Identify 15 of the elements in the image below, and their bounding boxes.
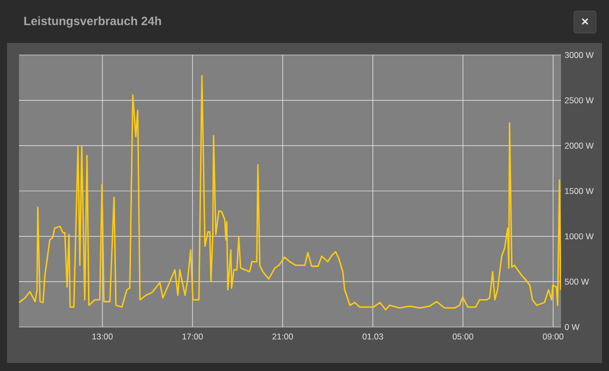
y-tick-label: 2000 W [564, 142, 594, 149]
x-tick-label: 17:00 [182, 334, 203, 340]
x-tick-label: 01.03 [362, 334, 384, 340]
x-tick-label: 09:00 [542, 334, 564, 340]
text: × [582, 18, 588, 25]
y-tick-label: 1500 W [565, 188, 594, 194]
x-tick-label: 13:00 [92, 334, 113, 340]
chart-title: Leistungsverbrauch 24h [24, 16, 161, 28]
x-tick-label: 05:00 [452, 334, 474, 340]
y-tick-label: 0 W [564, 324, 580, 330]
y-tick-label: 3000 W [564, 52, 594, 58]
y-tick-label: 500 W [564, 278, 589, 285]
x-tick-label: 21:00 [272, 334, 293, 340]
y-tick-label: 2500 W [564, 97, 594, 104]
y-tick-label: 1000 W [565, 233, 594, 240]
